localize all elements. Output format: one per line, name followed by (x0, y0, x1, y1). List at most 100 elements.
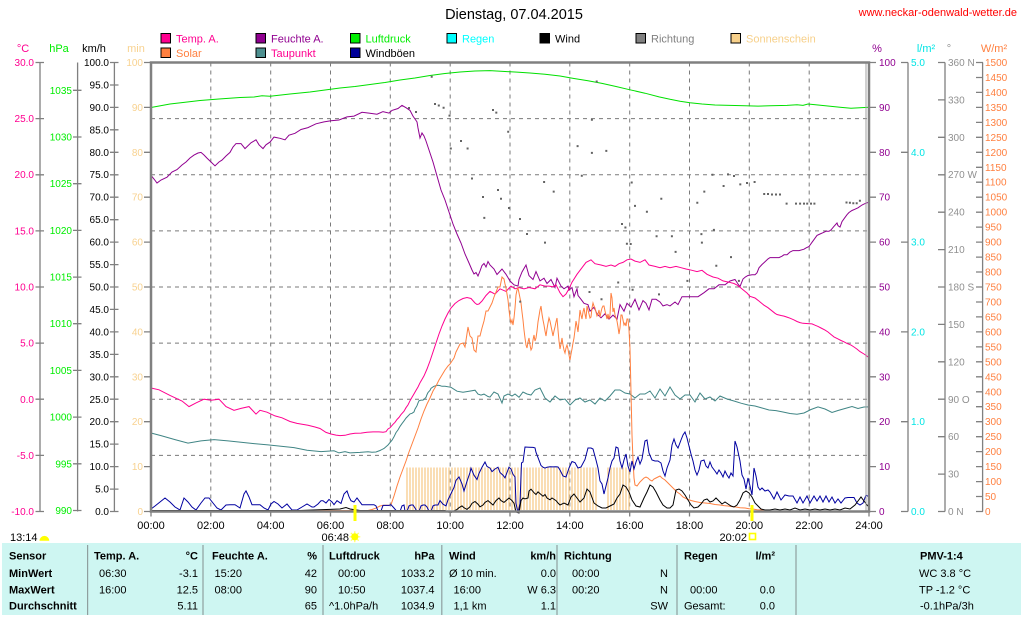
svg-text:80.0: 80.0 (90, 148, 110, 159)
svg-text:12:00: 12:00 (496, 520, 524, 532)
svg-text:Solar: Solar (176, 48, 202, 60)
svg-text:1250: 1250 (985, 133, 1008, 144)
svg-text:950: 950 (985, 223, 1002, 234)
svg-text:15.0: 15.0 (15, 226, 35, 237)
svg-text:10.0: 10.0 (90, 462, 110, 473)
svg-text:13:14: 13:14 (10, 532, 38, 544)
svg-text:5.0: 5.0 (20, 339, 34, 350)
svg-text:20.0: 20.0 (90, 417, 110, 428)
svg-text:24:00: 24:00 (855, 520, 883, 532)
svg-text:www.neckar-odenwald-wetter.de: www.neckar-odenwald-wetter.de (858, 7, 1017, 19)
svg-text:02:00: 02:00 (197, 520, 225, 532)
svg-text:l/m²: l/m² (917, 43, 936, 55)
svg-text:750: 750 (985, 283, 1002, 294)
svg-text:1025: 1025 (50, 179, 73, 190)
svg-text:3.0: 3.0 (911, 238, 925, 249)
svg-text:Wind: Wind (449, 551, 476, 563)
svg-text:12.5: 12.5 (177, 585, 198, 597)
svg-text:20: 20 (879, 417, 891, 428)
svg-text:Sonnenschein: Sonnenschein (746, 34, 816, 46)
svg-text:1033.2: 1033.2 (401, 568, 435, 580)
svg-text:550: 550 (985, 342, 1002, 353)
svg-text:360 N: 360 N (948, 58, 975, 69)
svg-text:330: 330 (948, 95, 965, 106)
svg-text:^1.0hPa/h: ^1.0hPa/h (329, 601, 378, 613)
svg-text:Windböen: Windböen (366, 48, 416, 60)
svg-text:16:00: 16:00 (616, 520, 644, 532)
svg-text:900: 900 (985, 238, 1002, 249)
svg-text:00:00: 00:00 (338, 568, 366, 580)
svg-text:1037.4: 1037.4 (401, 585, 435, 597)
svg-text:Temp. A.: Temp. A. (94, 551, 139, 563)
svg-text:50: 50 (985, 492, 997, 503)
svg-text:5.0: 5.0 (911, 58, 925, 69)
svg-text:0: 0 (879, 507, 885, 518)
svg-text:-5.0: -5.0 (17, 451, 35, 462)
svg-text:90 O: 90 O (948, 395, 970, 406)
svg-text:Gesamt:: Gesamt: (684, 601, 726, 613)
svg-text:500: 500 (985, 357, 1002, 368)
svg-text:25.0: 25.0 (90, 395, 110, 406)
svg-text:60.0: 60.0 (90, 238, 110, 249)
svg-text:PMV-1:4: PMV-1:4 (920, 551, 964, 563)
svg-text:W 6.3: W 6.3 (527, 585, 556, 597)
svg-text:1500: 1500 (985, 58, 1008, 69)
svg-text:50: 50 (132, 283, 144, 294)
svg-text:600: 600 (985, 327, 1002, 338)
svg-text:Richtung: Richtung (564, 551, 612, 563)
svg-text:70: 70 (132, 193, 144, 204)
svg-text:30.0: 30.0 (90, 372, 110, 383)
svg-text:20.0: 20.0 (15, 170, 35, 181)
svg-text:0.0: 0.0 (95, 507, 109, 518)
svg-text:-3.1: -3.1 (179, 568, 198, 580)
svg-text:Taupunkt: Taupunkt (271, 48, 316, 60)
svg-text:Temp. A.: Temp. A. (176, 34, 219, 46)
svg-text:hPa: hPa (414, 551, 435, 563)
svg-text:00:00: 00:00 (572, 568, 600, 580)
svg-text:1200: 1200 (985, 148, 1008, 159)
svg-text:0.0: 0.0 (760, 585, 775, 597)
svg-text:06:00: 06:00 (317, 520, 345, 532)
svg-text:10.0: 10.0 (15, 283, 35, 294)
svg-text:18:00: 18:00 (676, 520, 704, 532)
svg-text:1400: 1400 (985, 88, 1008, 99)
svg-text:30.0: 30.0 (15, 58, 35, 69)
svg-text:Luftdruck: Luftdruck (329, 551, 381, 563)
svg-text:1150: 1150 (985, 163, 1007, 174)
svg-text:Durchschnitt: Durchschnitt (9, 601, 77, 613)
svg-text:1030: 1030 (50, 133, 73, 144)
svg-text:1005: 1005 (50, 366, 73, 377)
svg-text:1050: 1050 (985, 193, 1008, 204)
svg-text:35.0: 35.0 (90, 350, 110, 361)
svg-text:Feuchte A.: Feuchte A. (271, 34, 324, 46)
svg-text:990: 990 (55, 506, 72, 517)
svg-text:0: 0 (137, 507, 143, 518)
svg-text:250: 250 (985, 432, 1002, 443)
svg-text:0.0: 0.0 (541, 568, 556, 580)
svg-text:270 W: 270 W (948, 170, 977, 181)
svg-text:Richtung: Richtung (651, 34, 694, 46)
svg-text:800: 800 (985, 268, 1002, 279)
svg-text:MaxWert: MaxWert (9, 585, 55, 597)
svg-text:0.0: 0.0 (20, 395, 34, 406)
svg-text:50: 50 (879, 283, 891, 294)
svg-text:%: % (307, 551, 317, 563)
svg-text:1100: 1100 (985, 178, 1007, 189)
svg-text:100: 100 (985, 477, 1002, 488)
svg-text:hPa: hPa (49, 43, 69, 55)
svg-text:0 N: 0 N (948, 507, 964, 518)
svg-text:Regen: Regen (462, 34, 494, 46)
svg-text:700: 700 (985, 298, 1002, 309)
svg-text:30: 30 (879, 372, 891, 383)
svg-text:1.1: 1.1 (541, 601, 556, 613)
svg-text:80: 80 (879, 148, 891, 159)
svg-text:400: 400 (985, 387, 1002, 398)
svg-text:70: 70 (879, 193, 891, 204)
svg-text:1.0: 1.0 (911, 417, 925, 428)
svg-text:14:00: 14:00 (556, 520, 584, 532)
svg-text:75.0: 75.0 (90, 170, 110, 181)
svg-text:00:00: 00:00 (137, 520, 165, 532)
svg-text:20:00: 20:00 (736, 520, 764, 532)
svg-text:20: 20 (132, 417, 144, 428)
svg-text:4.0: 4.0 (911, 148, 925, 159)
